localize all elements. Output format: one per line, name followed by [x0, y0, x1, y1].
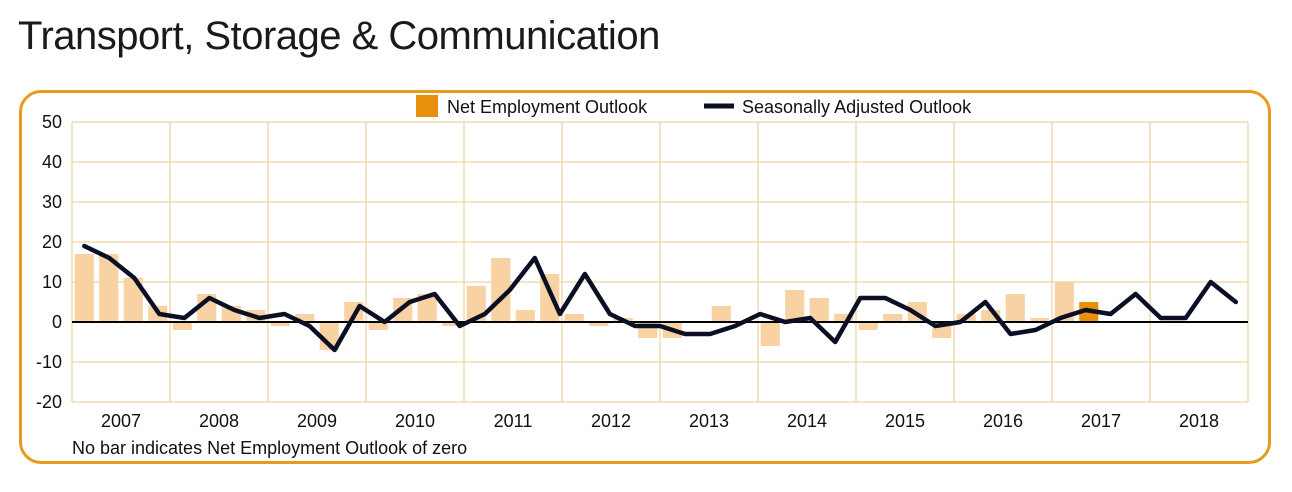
y-tick-label: -10 [36, 352, 62, 372]
chart-note: No bar indicates Net Employment Outlook … [72, 438, 467, 458]
legend-label-seasonally-adjusted: Seasonally Adjusted Outlook [742, 97, 972, 117]
bar [1005, 294, 1025, 322]
bar [295, 314, 315, 322]
y-tick-label: 0 [52, 312, 62, 332]
bar [809, 298, 829, 322]
bar [515, 310, 535, 322]
y-tick-label: 50 [42, 112, 62, 132]
bar [442, 322, 462, 326]
y-tick-labels: 50 40 30 20 10 0 -10 -20 [36, 112, 62, 412]
bar [785, 290, 805, 322]
x-tick-labels: 2007 2008 2009 2010 2011 2012 2013 2014 2015 2016… [101, 411, 1219, 431]
seasonally-adjusted-line [82, 243, 1239, 353]
bar [760, 322, 780, 346]
bar [1030, 318, 1050, 322]
bar [711, 306, 731, 322]
bar [172, 322, 192, 330]
bar [74, 254, 94, 322]
line-series [82, 243, 1239, 353]
x-tick-label: 2012 [591, 411, 631, 431]
bar [1054, 282, 1074, 322]
x-tick-label: 2013 [689, 411, 729, 431]
bar [466, 286, 486, 322]
bar [589, 322, 609, 326]
x-tick-label: 2014 [787, 411, 827, 431]
bars [74, 254, 1099, 350]
bar [123, 278, 143, 322]
bar [564, 314, 584, 322]
grid [71, 121, 1249, 403]
x-tick-label: 2010 [395, 411, 435, 431]
bar [417, 294, 437, 322]
legend-label-net-employment: Net Employment Outlook [447, 97, 648, 117]
legend-swatch-net-employment [416, 95, 438, 117]
x-tick-label: 2017 [1081, 411, 1121, 431]
bar [858, 322, 878, 330]
y-tick-label: 10 [42, 272, 62, 292]
y-tick-label: 20 [42, 232, 62, 252]
bar [883, 314, 903, 322]
y-tick-label: 40 [42, 152, 62, 172]
bar [99, 254, 119, 322]
chart-frame [19, 90, 1271, 464]
y-tick-label: -20 [36, 392, 62, 412]
y-tick-label: 30 [42, 192, 62, 212]
x-tick-label: 2011 [494, 411, 533, 431]
legend: Net Employment Outlook Seasonally Adjust… [416, 95, 972, 117]
bar [270, 322, 290, 326]
x-tick-label: 2015 [885, 411, 925, 431]
page-title: Transport, Storage & Communication [18, 14, 660, 58]
x-tick-label: 2016 [983, 411, 1023, 431]
bar [834, 314, 854, 322]
x-tick-label: 2007 [101, 411, 141, 431]
x-tick-label: 2018 [1179, 411, 1219, 431]
bar [368, 322, 388, 330]
x-tick-label: 2009 [297, 411, 337, 431]
x-tick-label: 2008 [199, 411, 239, 431]
